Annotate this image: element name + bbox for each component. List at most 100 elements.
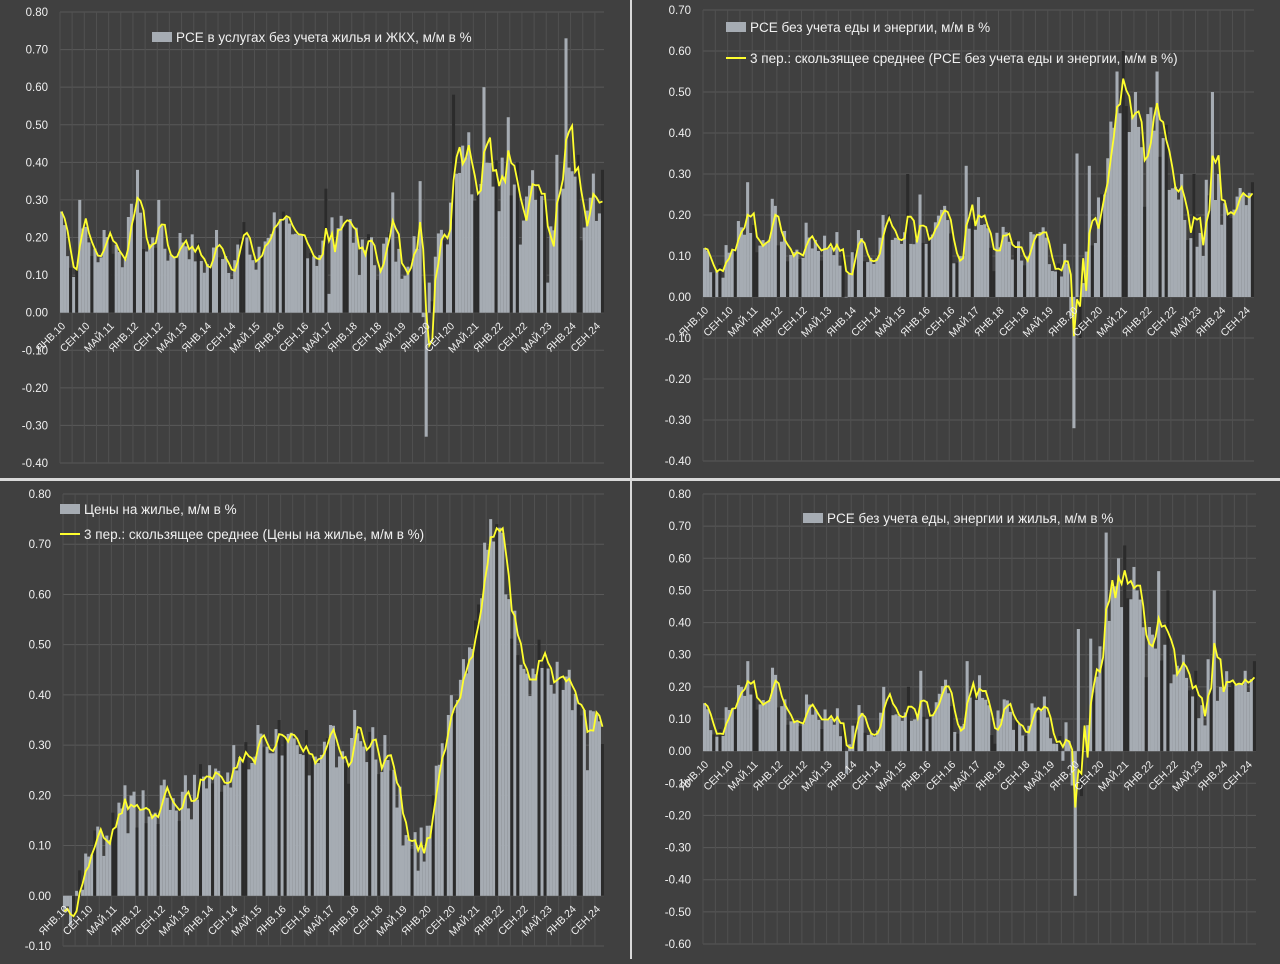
bar — [96, 826, 100, 896]
bar — [443, 740, 447, 896]
bar — [214, 229, 219, 313]
bar — [180, 791, 184, 896]
bar — [1097, 197, 1101, 297]
bar — [885, 701, 889, 752]
y-tick-label: 0.80 — [669, 489, 691, 501]
bar — [814, 709, 818, 752]
bar — [1078, 297, 1082, 338]
bar — [776, 245, 780, 297]
y-tick-label: 0.00 — [26, 308, 48, 320]
bar — [881, 215, 885, 297]
bar — [946, 220, 950, 297]
bar — [916, 713, 920, 752]
chart-supercore-pce: 0.80 0.70 0.60 0.50 0.40 0.30 0.20 0.10 0.00 -0.1… — [665, 489, 1256, 951]
bar — [959, 726, 963, 752]
bar — [1044, 237, 1048, 297]
bar — [163, 248, 167, 313]
bar — [543, 651, 547, 896]
bar — [1127, 132, 1131, 297]
bar — [561, 188, 565, 313]
bar — [504, 594, 508, 896]
bar — [906, 686, 910, 752]
y-tick-label: -0.10 — [665, 778, 691, 790]
bar — [712, 734, 716, 752]
bar — [1209, 680, 1213, 752]
y-tick-label: -0.10 — [665, 333, 691, 345]
bar — [509, 195, 513, 313]
bar — [445, 244, 450, 313]
bar — [309, 252, 313, 313]
bar — [497, 211, 501, 313]
bar — [773, 205, 777, 297]
bar — [1112, 127, 1116, 297]
bar — [534, 199, 538, 313]
bar — [727, 709, 731, 752]
bar — [854, 723, 858, 752]
bar — [817, 719, 821, 752]
bar — [774, 674, 778, 752]
bar — [804, 694, 809, 752]
bar — [789, 721, 793, 752]
bar — [280, 755, 284, 896]
bar — [749, 694, 753, 752]
bar — [1002, 699, 1006, 752]
bar — [912, 244, 916, 297]
bar — [1203, 725, 1207, 752]
y-tick-label: -0.10 — [22, 345, 48, 357]
bar — [767, 239, 771, 297]
bar — [845, 751, 849, 774]
bar — [241, 757, 245, 896]
bar — [117, 802, 121, 896]
bar — [461, 145, 465, 313]
bar — [516, 655, 520, 896]
bar — [318, 255, 322, 313]
bar — [546, 668, 550, 896]
bar — [335, 767, 339, 896]
bar — [90, 854, 94, 896]
bar — [75, 263, 79, 313]
bar — [196, 243, 200, 313]
bar — [524, 196, 529, 313]
legend-bar-swatch — [60, 504, 80, 514]
bar — [322, 741, 326, 896]
bar — [515, 162, 519, 313]
bar — [823, 235, 827, 297]
bar — [1030, 703, 1034, 752]
bar — [1106, 158, 1110, 297]
chart-core-pce: 0.70 0.60 0.50 0.40 0.30 0.20 0.10 0.00 -0.10 -0.… — [665, 5, 1254, 468]
bar — [413, 832, 417, 896]
bar — [72, 895, 76, 918]
y-tick-label: 0.30 — [669, 169, 691, 181]
bar — [506, 117, 510, 313]
bar — [260, 250, 264, 313]
bar — [480, 598, 484, 896]
bar — [528, 696, 532, 896]
bar — [1173, 186, 1178, 297]
bar — [795, 720, 799, 752]
bar — [1053, 271, 1057, 297]
bar — [900, 243, 904, 297]
bar — [1143, 206, 1147, 297]
bar — [597, 213, 601, 313]
y-tick-label: -0.20 — [665, 810, 691, 822]
bar — [253, 756, 257, 896]
bar — [1092, 692, 1096, 752]
bar — [733, 247, 737, 297]
bar — [431, 795, 435, 896]
bar — [552, 693, 556, 896]
bar — [1240, 684, 1244, 752]
bar — [483, 542, 487, 896]
y-tick-label: 0.20 — [669, 210, 691, 222]
bar — [1024, 735, 1028, 752]
bar — [452, 712, 456, 896]
bar — [1150, 634, 1155, 752]
bar — [87, 242, 91, 313]
bar — [498, 527, 502, 896]
y-tick-label: 0.20 — [26, 233, 48, 245]
bar — [1157, 571, 1161, 752]
y-tick-label: 0.10 — [669, 251, 691, 263]
bar — [706, 250, 710, 297]
bar — [1060, 276, 1064, 297]
bar — [430, 301, 434, 313]
bar — [72, 277, 76, 313]
